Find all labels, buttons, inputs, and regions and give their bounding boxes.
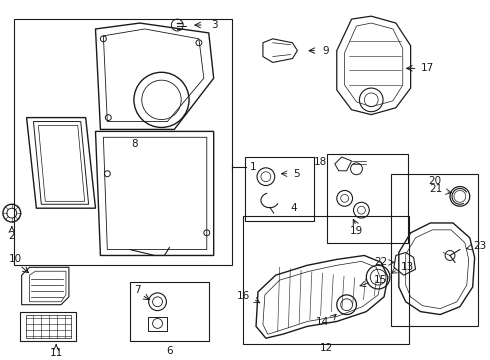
- Text: 11: 11: [49, 348, 63, 358]
- Text: 18: 18: [314, 157, 327, 167]
- Text: 9: 9: [322, 46, 329, 56]
- Text: 13: 13: [401, 262, 414, 272]
- Text: 16: 16: [237, 291, 250, 301]
- Bar: [391, 174, 478, 327]
- Text: 17: 17: [420, 63, 434, 73]
- Text: 7: 7: [135, 285, 141, 295]
- Text: 4: 4: [291, 203, 297, 213]
- Text: 15: 15: [374, 275, 388, 285]
- Text: 12: 12: [320, 343, 334, 353]
- Text: 8: 8: [132, 139, 138, 149]
- Text: 19: 19: [350, 226, 363, 236]
- Text: 2: 2: [8, 231, 15, 241]
- Text: 10: 10: [9, 255, 22, 264]
- Bar: [327, 154, 408, 243]
- Text: 22: 22: [374, 257, 387, 267]
- Bar: [243, 216, 409, 344]
- Text: 5: 5: [294, 169, 300, 179]
- Bar: [14, 19, 232, 265]
- Text: 3: 3: [211, 20, 218, 30]
- Text: 6: 6: [166, 346, 172, 356]
- Bar: [130, 282, 209, 341]
- Text: 1: 1: [250, 162, 257, 172]
- Text: 14: 14: [316, 318, 329, 328]
- Text: 20: 20: [429, 176, 442, 186]
- Text: 21: 21: [429, 184, 442, 194]
- Bar: [245, 157, 314, 221]
- Text: 23: 23: [474, 240, 487, 251]
